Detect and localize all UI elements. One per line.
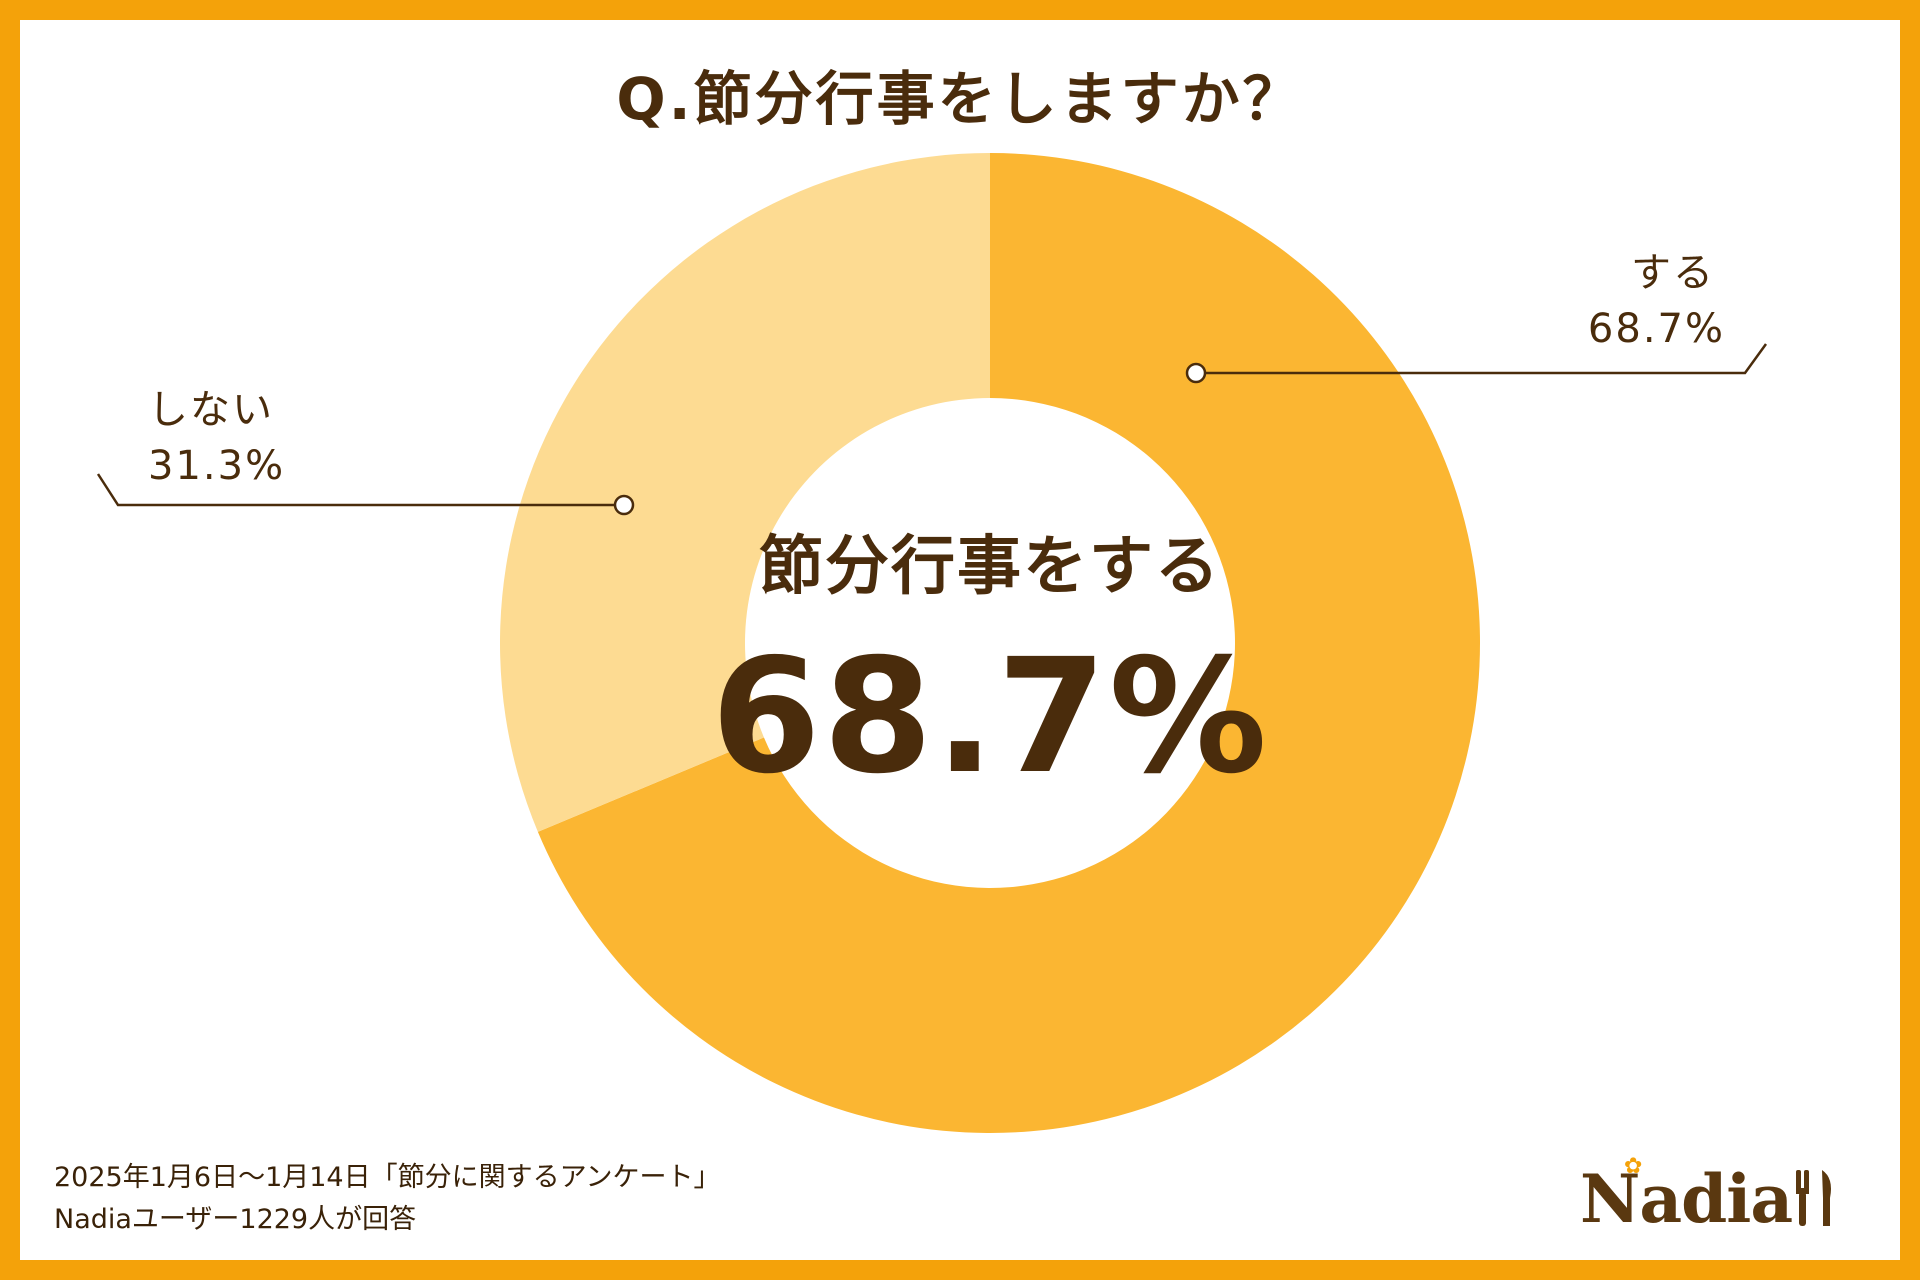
- footnote-line-1: 2025年1月6日〜1月14日「節分に関するアンケート」: [54, 1162, 721, 1193]
- leader-line-shinai: [96, 473, 624, 507]
- flower-icon: ✿: [1624, 1154, 1643, 1179]
- callout-shinai-value: 31.3%: [148, 443, 286, 489]
- leader-line-suru: [1196, 343, 1768, 375]
- logo-text: Nadia: [1580, 1160, 1793, 1238]
- fork-knife-icon: [1796, 1170, 1831, 1226]
- center-value: 68.7%: [710, 625, 1270, 809]
- survey-footnote: 2025年1月6日〜1月14日「節分に関するアンケート」 Nadiaユーザー12…: [54, 1157, 721, 1241]
- donut-slice-0: [537, 153, 1480, 1133]
- leader-line-shinai-dot: [613, 494, 635, 516]
- donut-slice-1: [500, 153, 990, 832]
- callout-suru: する 68.7%: [1575, 245, 1725, 357]
- callout-suru-label: する: [1631, 250, 1715, 296]
- footnote-line-2: Nadiaユーザー1229人が回答: [54, 1203, 417, 1235]
- callout-shinai: しない 31.3%: [148, 382, 285, 494]
- nadia-logo: Nadia ✿: [1580, 1154, 1855, 1240]
- center-caption: 節分行事をする: [759, 530, 1221, 604]
- callout-shinai-label: しない: [148, 387, 274, 433]
- chart-title: Q.節分行事をしますか？: [616, 65, 1304, 133]
- callout-suru-value: 68.7%: [1587, 306, 1725, 352]
- leader-line-suru-dot: [1185, 362, 1207, 384]
